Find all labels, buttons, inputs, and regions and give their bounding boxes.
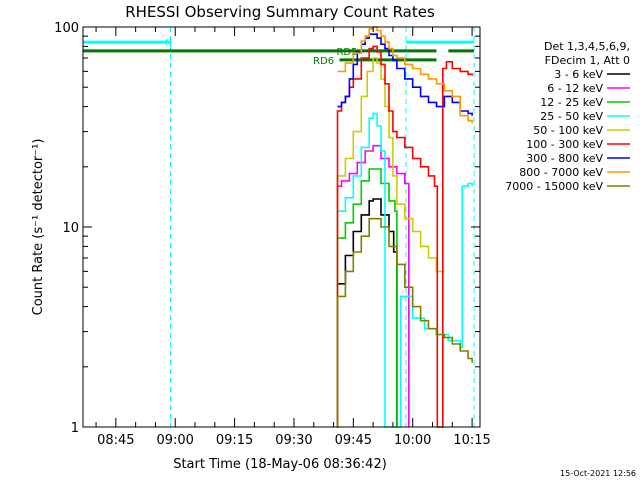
legend-label-7: 800 - 7000 keV [519,166,603,179]
series-line-7 [337,26,473,124]
attenuator-label-0: N [165,38,172,49]
axes: 1 10 100 08:45 09:00 09:15 09:30 09:45 10:00 10:1… [54,21,491,448]
y-tick-label-0: 1 [71,421,79,436]
legend-header-0: Det 1,3,4,5,6,9, [544,40,630,53]
y-tick-label-1: 10 [62,221,79,236]
x-tick-label-1: 09:00 [156,433,193,448]
legend-label-0: 3 - 6 keV [554,68,603,81]
series-line-5 [336,45,473,428]
x-axis-label: Start Time (18-May-06 08:36:42) [173,457,387,472]
attenuator-label-4: RD6 [313,56,334,67]
legend-label-3: 25 - 50 keV [540,110,603,123]
timestamp: 15-Oct-2021 12:56 [560,469,636,478]
x-tick-label-4: 09:45 [335,433,372,448]
series-line-4 [336,57,445,428]
x-tick-label-5: 10:00 [394,433,431,448]
x-tick-label-2: 09:15 [216,433,253,448]
legend-header-1: FDecim 1, Att 0 [545,54,630,67]
series-line-6 [337,33,473,116]
legend-label-8: 7000 - 15000 keV [505,180,603,193]
legend-label-5: 100 - 300 keV [526,138,603,151]
x-tick-label-6: 10:15 [453,433,490,448]
legend-label-6: 300 - 800 keV [526,152,603,165]
series-line-1 [336,144,410,428]
x-tick-label-3: 09:30 [275,433,312,448]
attenuator-label-2: RD5 [336,47,357,58]
y-axis-label: Count Rate (s⁻¹ detector⁻¹) [31,139,46,316]
legend-label-4: 50 - 100 keV [533,124,603,137]
x-tick-label-0: 08:45 [97,433,134,448]
series-line-8 [336,217,473,428]
legend: Det 1,3,4,5,6,9,FDecim 1, Att 03 - 6 keV… [505,40,630,193]
legend-label-1: 6 - 12 keV [547,82,603,95]
chart-title: RHESSI Observing Summary Count Rates [125,3,435,21]
series-line-2 [336,168,398,428]
y-tick-label-2: 100 [54,21,79,36]
legend-label-2: 12 - 25 keV [540,96,603,109]
